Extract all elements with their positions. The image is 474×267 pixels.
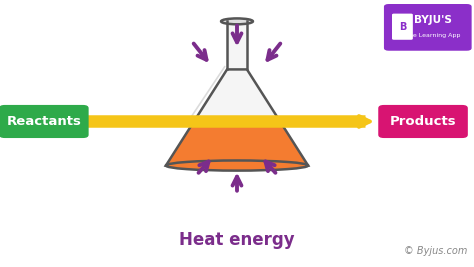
Polygon shape	[195, 69, 279, 120]
Text: B: B	[399, 22, 406, 32]
Text: Heat energy: Heat energy	[179, 231, 295, 249]
Ellipse shape	[166, 160, 308, 171]
Text: © Byjus.com: © Byjus.com	[403, 246, 467, 256]
Text: The Learning App: The Learning App	[405, 33, 460, 38]
Text: BYJU'S: BYJU'S	[414, 15, 452, 25]
Polygon shape	[166, 120, 308, 166]
FancyBboxPatch shape	[378, 105, 468, 138]
FancyBboxPatch shape	[227, 21, 247, 69]
FancyBboxPatch shape	[392, 14, 413, 40]
FancyBboxPatch shape	[384, 4, 472, 51]
Text: Reactants: Reactants	[7, 115, 81, 128]
Ellipse shape	[221, 18, 253, 24]
FancyBboxPatch shape	[0, 105, 89, 138]
Text: Products: Products	[390, 115, 456, 128]
